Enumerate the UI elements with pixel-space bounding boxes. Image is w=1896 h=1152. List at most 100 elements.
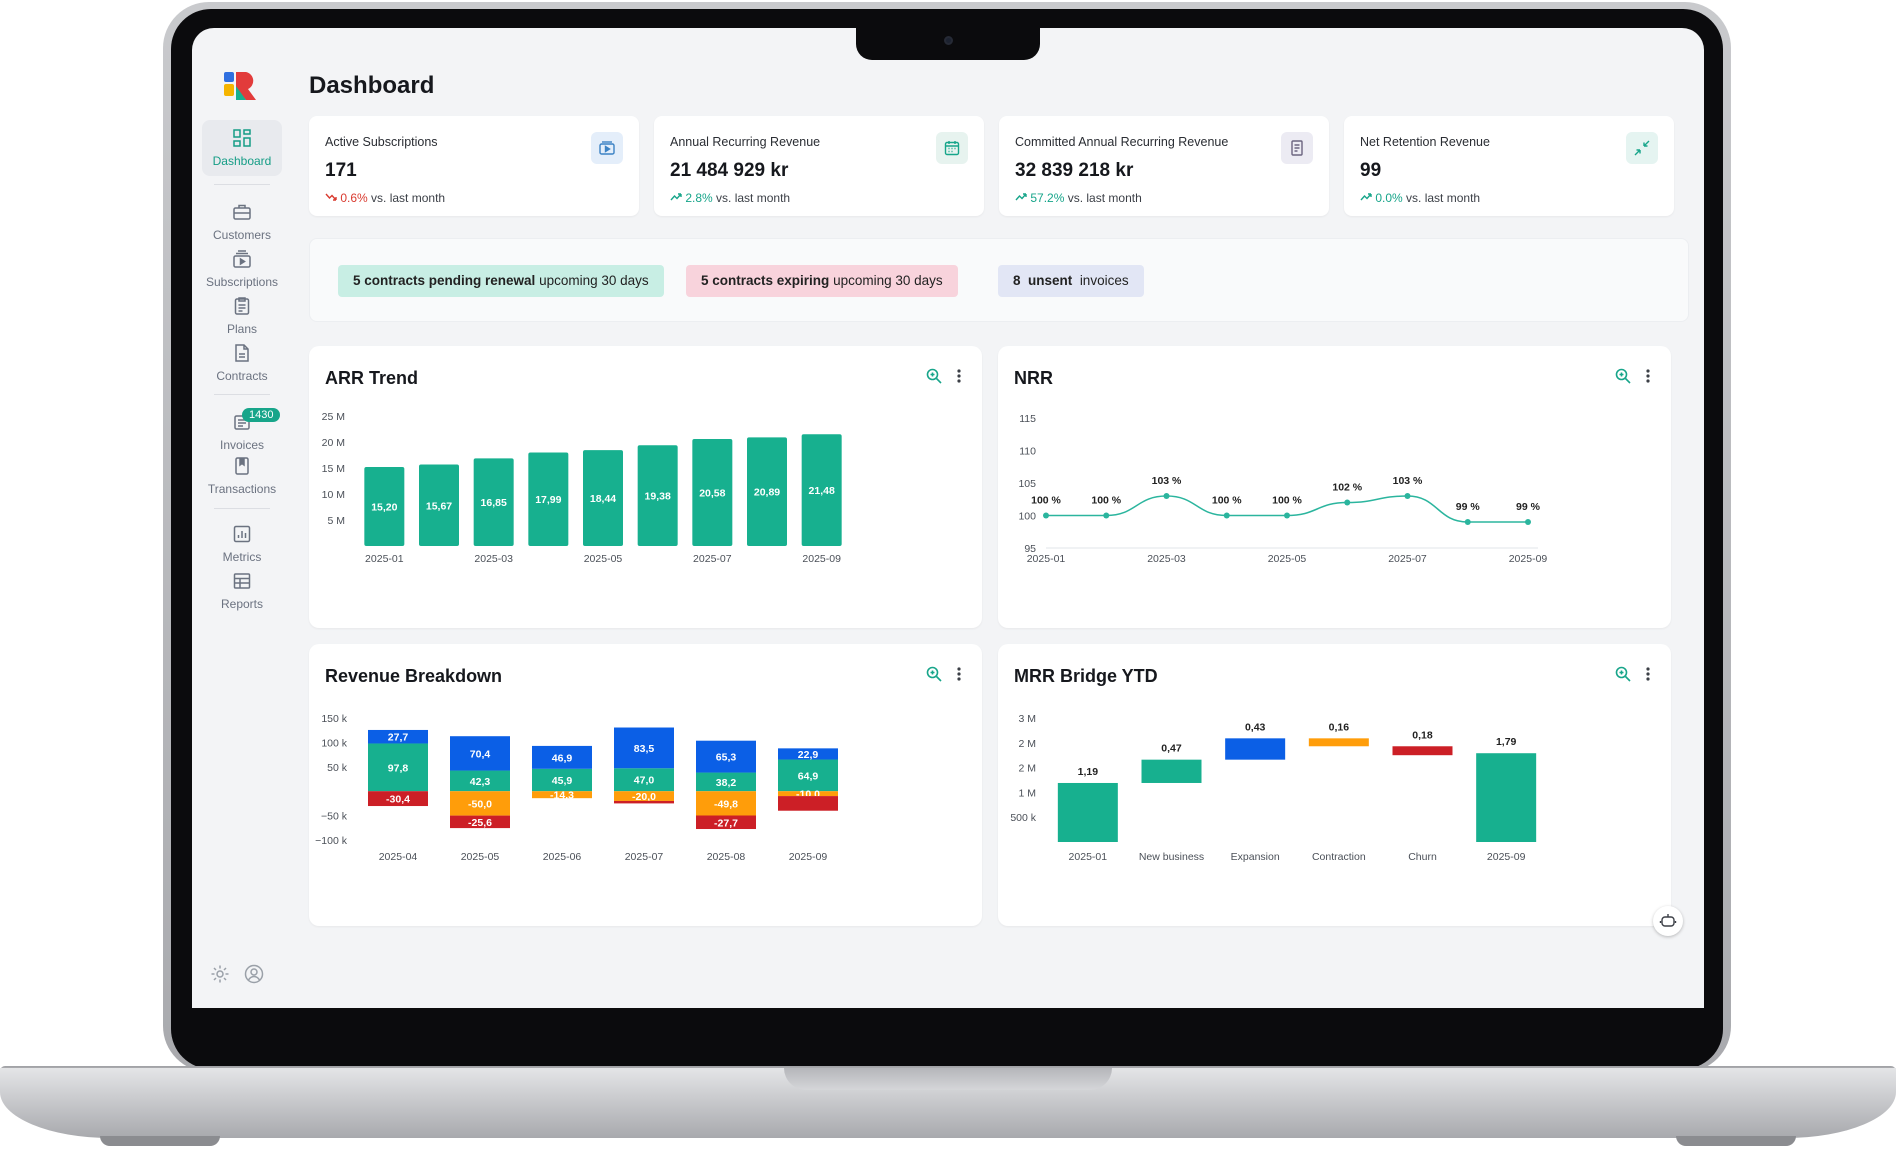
kpi-card-arr[interactable]: Annual Recurring Revenue 21 484 929 kr 2… xyxy=(654,116,984,216)
kpi-value: 171 xyxy=(325,160,357,181)
nrr-point xyxy=(1344,499,1351,506)
nrr-point xyxy=(1525,519,1531,525)
kpi-change-suffix: vs. last month xyxy=(371,191,446,205)
nrr-point xyxy=(1284,512,1290,519)
revenue-segment xyxy=(778,796,838,811)
revenue-segment xyxy=(778,748,838,760)
mrr-bridge-bar xyxy=(1225,738,1286,760)
more-options-icon[interactable] xyxy=(1645,666,1651,682)
card-mrr-bridge: MRR Bridge YTD 3 M 2 M 2 M 1 M 500 k 1,19 2025… xyxy=(998,644,1671,926)
y-tick-label: 115 xyxy=(1019,413,1036,425)
arr-bar xyxy=(364,466,405,546)
mrr-bridge-bar xyxy=(1392,746,1453,756)
sidebar-item-subscriptions[interactable]: Subscriptions xyxy=(202,249,282,289)
kpi-label: Net Retention Revenue xyxy=(1360,135,1490,149)
revenue-segment xyxy=(532,745,592,769)
card-actions xyxy=(1615,368,1651,384)
trend-up-icon xyxy=(670,193,682,201)
bar-chart-icon xyxy=(233,525,251,543)
kpi-change: 0.0% xyxy=(1375,191,1403,205)
alert-expiring-contracts[interactable]: 5 contracts expiring upcoming 30 days xyxy=(686,265,958,297)
revenue-segment xyxy=(614,800,674,804)
y-tick-label: 2 M xyxy=(1018,763,1036,775)
sidebar-item-reports[interactable]: Reports xyxy=(202,571,282,611)
revenue-segment xyxy=(614,768,674,792)
y-tick-label: 10 M xyxy=(322,489,345,501)
sidebar-item-metrics[interactable]: Metrics xyxy=(202,524,282,564)
x-tick-label: 2025-01 xyxy=(365,553,404,565)
zoom-in-icon[interactable] xyxy=(1615,666,1631,682)
alert-unsent-invoices[interactable]: 8 unsent invoices xyxy=(998,265,1144,297)
revenue-segment xyxy=(696,791,756,816)
zoom-in-icon[interactable] xyxy=(926,368,942,384)
sidebar-item-invoices[interactable]: 1430 Invoices xyxy=(202,408,282,452)
kpi-change-suffix: vs. last month xyxy=(1406,191,1481,205)
arrows-in-icon xyxy=(1634,140,1650,156)
sidebar-item-label: Subscriptions xyxy=(205,275,279,289)
mrr-bridge-value-label: 1,79 xyxy=(1496,736,1517,748)
sidebar-item-transactions[interactable]: Transactions xyxy=(202,456,282,496)
kpi-card-active-subscriptions[interactable]: Active Subscriptions 171 0.6% vs. last m… xyxy=(309,116,639,216)
app-logo-icon[interactable] xyxy=(222,68,258,104)
kpi-icon-box xyxy=(591,132,623,164)
sidebar-divider xyxy=(214,184,270,185)
revenue-segment-label: -50,0 xyxy=(468,798,492,810)
laptop-trackpad-notch xyxy=(784,1068,1112,1090)
kpi-card-committed-arr[interactable]: Committed Annual Recurring Revenue 32 83… xyxy=(999,116,1329,216)
kpi-card-net-retention[interactable]: Net Retention Revenue 99 0.0% vs. last m… xyxy=(1344,116,1674,216)
sidebar-item-label: Reports xyxy=(220,597,264,611)
zoom-in-icon[interactable] xyxy=(1615,368,1631,384)
revenue-breakdown-chart: 150 k 100 k 50 k −50 k −100 k 97,8 27,7 -30,4 20… xyxy=(315,713,838,863)
user-profile-icon[interactable] xyxy=(244,964,264,984)
laptop-foot-left xyxy=(100,1136,220,1146)
arr-bar xyxy=(637,445,678,546)
x-tick-label: 2025-07 xyxy=(625,851,664,863)
dashboard-icon xyxy=(233,129,251,147)
card-title: NRR xyxy=(1014,368,1053,388)
x-tick-label: 2025-07 xyxy=(693,553,732,565)
nrr-point-label: 102 % xyxy=(1332,482,1362,494)
more-options-icon[interactable] xyxy=(1645,368,1651,384)
revenue-segment-label: 70,4 xyxy=(470,748,491,760)
revenue-segment-label: 47,0 xyxy=(634,775,655,787)
nrr-point-label: 103 % xyxy=(1393,475,1423,487)
y-tick-label: 50 k xyxy=(327,762,348,774)
sidebar-item-label: Invoices xyxy=(219,438,265,452)
sidebar-item-label: Dashboard xyxy=(212,154,272,168)
y-tick-label: 1 M xyxy=(1018,787,1036,799)
y-tick-label: 95 xyxy=(1024,543,1036,555)
kpi-change: 57.2% xyxy=(1030,191,1065,205)
revenue-segment xyxy=(778,759,838,792)
revenue-segment xyxy=(696,815,756,830)
alert-pending-renewal[interactable]: 5 contracts pending renewal upcoming 30 … xyxy=(338,265,664,297)
trend-up-icon xyxy=(1360,193,1372,201)
sidebar-item-customers[interactable]: Customers xyxy=(202,202,282,242)
card-actions xyxy=(1615,666,1651,682)
kpi-change: 2.8% xyxy=(685,191,713,205)
card-arr-trend: ARR Trend 5 M 10 M 15 M 20 M 25 M 15,20 2025-0… xyxy=(309,346,982,628)
more-options-icon[interactable] xyxy=(956,666,962,682)
x-tick-label: 2025-01 xyxy=(1027,553,1066,565)
y-tick-label: 20 M xyxy=(322,437,345,449)
sidebar-item-dashboard[interactable]: Dashboard xyxy=(202,120,282,176)
y-tick-label: 3 M xyxy=(1018,713,1036,725)
revenue-segment-label: 27,7 xyxy=(388,732,409,744)
sidebar-item-plans[interactable]: Plans xyxy=(202,296,282,336)
more-options-icon[interactable] xyxy=(956,368,962,384)
arr-bar-value-label: 18,44 xyxy=(590,493,616,505)
zoom-in-icon[interactable] xyxy=(926,666,942,682)
sidebar-item-contracts[interactable]: Contracts xyxy=(202,343,282,383)
alert-rest-text: invoices xyxy=(1079,273,1129,288)
arr-bar xyxy=(528,452,569,546)
mrr-bridge-chart: 3 M 2 M 2 M 1 M 500 k 1,19 2025-01 0,47 New busi… xyxy=(1010,713,1537,863)
kpi-value: 32 839 218 kr xyxy=(1015,160,1134,181)
x-tick-label: New business xyxy=(1139,851,1204,863)
nrr-point xyxy=(1043,512,1049,519)
revenue-segment xyxy=(614,791,674,801)
y-tick-label: 100 xyxy=(1018,511,1036,523)
settings-icon[interactable] xyxy=(210,964,230,984)
kpi-trend: 0.6% vs. last month xyxy=(325,191,445,205)
briefcase-icon xyxy=(233,204,251,220)
assistant-button[interactable] xyxy=(1653,906,1683,936)
arr-bar xyxy=(692,438,733,546)
